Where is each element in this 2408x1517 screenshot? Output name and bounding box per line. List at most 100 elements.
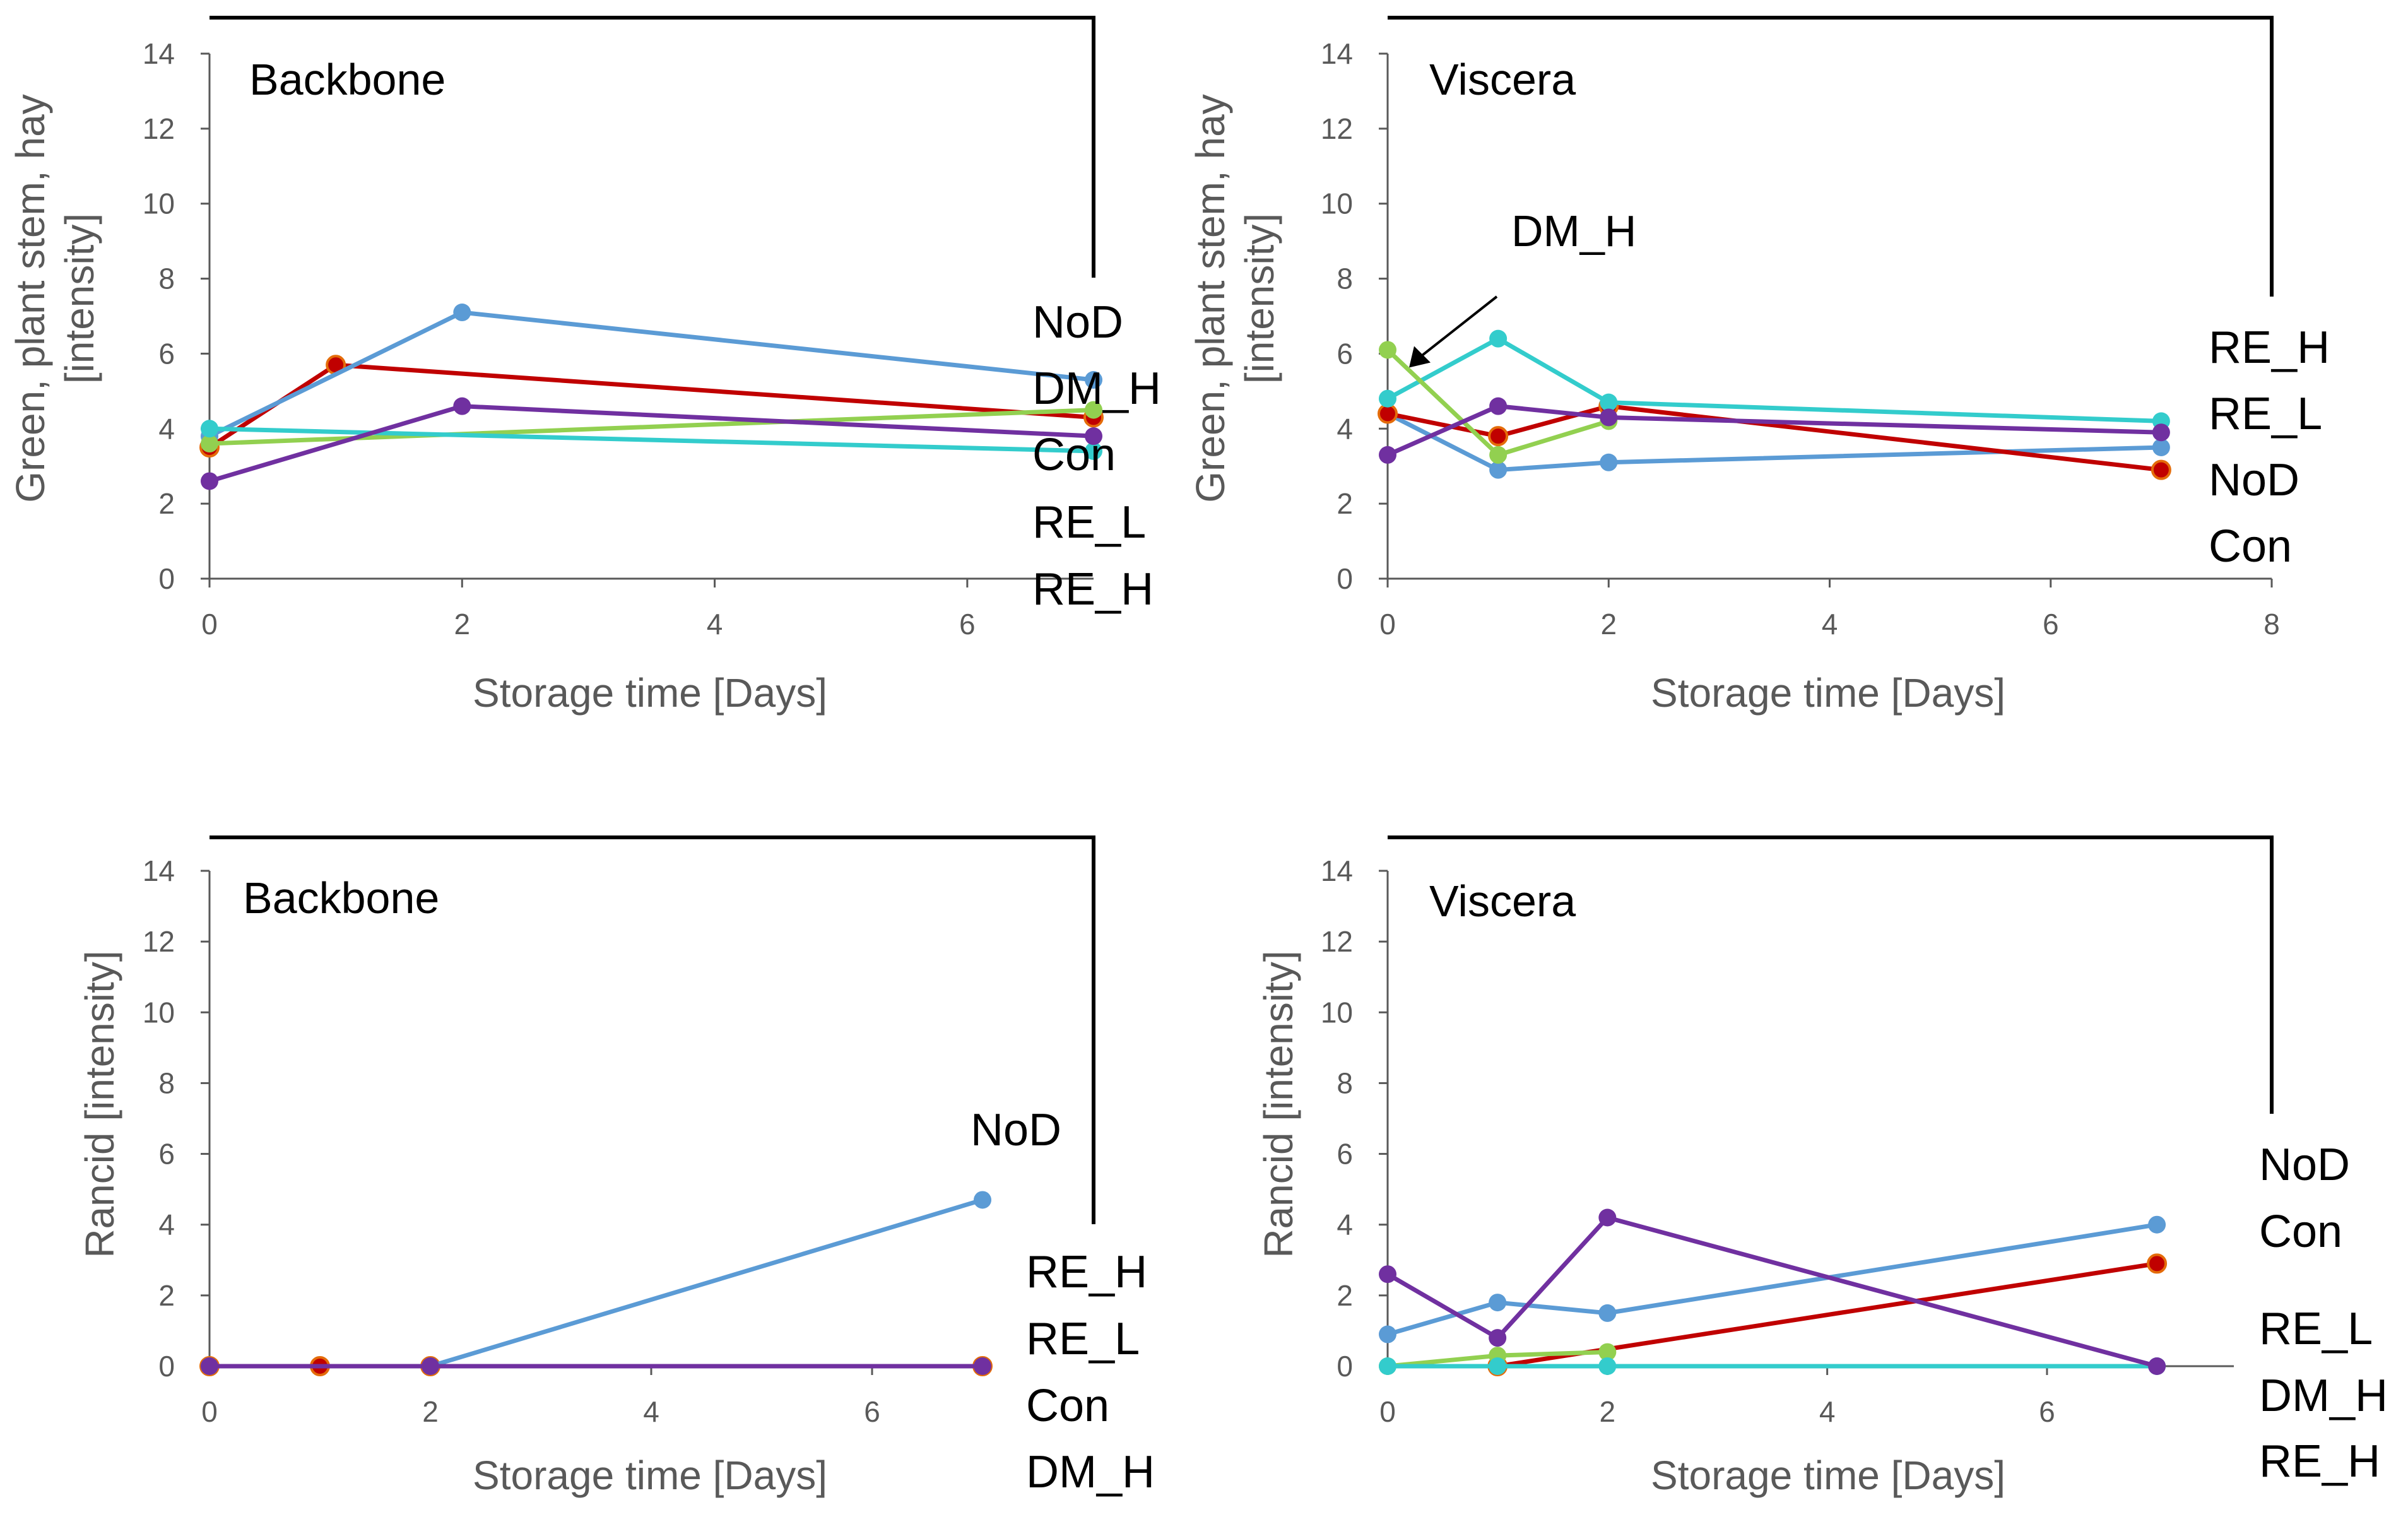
data-point (1085, 442, 1102, 460)
x-tick-label: 8 (2263, 608, 2280, 640)
data-point (1379, 389, 1396, 408)
data-point (2148, 1215, 2166, 1234)
y-tick-label: 12 (143, 925, 175, 958)
y-axis-title: Green, plant stem, hay[intensity] (1188, 94, 1282, 502)
data-point (1598, 1357, 1617, 1375)
y-tick-label: 4 (158, 1208, 175, 1241)
x-tick-label: 0 (201, 1395, 218, 1428)
x-tick-label: 4 (643, 1395, 659, 1428)
series-RE_L (201, 420, 1102, 460)
data-point (1598, 1343, 1617, 1361)
data-point (2151, 459, 2171, 480)
data-point (1489, 397, 1508, 415)
annotation-arrow-head (1409, 346, 1431, 368)
x-tick-label: 0 (1379, 1395, 1396, 1428)
y-tick-label: 4 (158, 412, 175, 445)
frame-line (1388, 835, 2274, 1114)
series-line (209, 404, 1094, 483)
y-tick-label: 2 (1337, 1279, 1353, 1312)
legend-label: NoD (2209, 455, 2299, 505)
data-point (201, 472, 218, 490)
y-tick-label: 0 (158, 1350, 175, 1383)
series-RE_H (1379, 1208, 2166, 1375)
y-axis-title: Rancid [intensity] (1256, 950, 1301, 1258)
data-point (201, 420, 218, 438)
panel-title: Backbone (243, 873, 439, 923)
annotation-label: DM_H (1511, 206, 1636, 256)
y-tick-label: 10 (1321, 996, 1353, 1029)
data-point (2152, 423, 2170, 442)
y-tick-label: 4 (1337, 412, 1353, 445)
data-point (1600, 393, 1618, 411)
y-tick-label: 8 (1337, 263, 1353, 295)
data-point (453, 304, 471, 322)
data-point (2148, 1357, 2166, 1375)
data-point (1600, 408, 1618, 427)
y-tick-label: 8 (1337, 1066, 1353, 1099)
data-point (422, 1357, 439, 1375)
data-point (1489, 461, 1508, 479)
legend-label: Con (2209, 521, 2292, 572)
x-axis-title: Storage time [Days] (473, 670, 827, 716)
legend-label: DM_H (1032, 363, 1161, 414)
y-tick-label: 6 (158, 337, 175, 370)
y-axis-title-line: Green, plant stem, hay (1188, 94, 1233, 502)
y-axis-title: Green, plant stem, hay[intensity] (8, 94, 102, 502)
x-tick-label: 6 (2043, 608, 2059, 640)
y-tick-label: 12 (1321, 925, 1353, 958)
x-tick-label: 2 (1600, 608, 1617, 640)
data-point (974, 1191, 991, 1209)
y-tick-label: 10 (1321, 187, 1353, 220)
x-tick-label: 6 (864, 1395, 880, 1428)
legend-label: RE_H (1026, 1247, 1147, 1297)
data-point (1600, 453, 1618, 471)
y-tick-label: 0 (1337, 562, 1353, 595)
series-RE_H (201, 1357, 991, 1375)
y-tick-label: 6 (1337, 1138, 1353, 1171)
legend-label: RE_L (2259, 1304, 2373, 1354)
y-tick-label: 6 (1337, 337, 1353, 370)
x-tick-label: 4 (1822, 608, 1838, 640)
data-point (1489, 446, 1508, 464)
data-point (1379, 1265, 1396, 1284)
data-point (2147, 1253, 2168, 1274)
y-tick-label: 2 (1337, 487, 1353, 520)
series-DM_H (1487, 1253, 2168, 1376)
y-tick-label: 10 (143, 996, 175, 1029)
x-tick-label: 2 (1600, 1395, 1616, 1428)
y-tick-label: 8 (158, 263, 175, 295)
legend-label: NoD (971, 1105, 1061, 1155)
data-point (1598, 1208, 1617, 1227)
y-tick-label: 4 (1337, 1208, 1353, 1241)
legend-label: DM_H (2259, 1371, 2388, 1421)
annotation-arrow-line (1417, 295, 1498, 360)
y-tick-label: 2 (158, 487, 175, 520)
y-tick-label: 14 (1321, 854, 1353, 887)
x-axis-title: Storage time [Days] (473, 1453, 827, 1498)
data-point (201, 435, 218, 453)
frame-line (210, 16, 1095, 278)
y-axis-title: Rancid [intensity] (77, 950, 122, 1258)
series-line (208, 310, 1094, 439)
y-tick-label: 0 (1337, 1350, 1353, 1383)
data-point (1379, 446, 1396, 464)
x-tick-label: 6 (2039, 1395, 2055, 1428)
data-point (1085, 371, 1102, 389)
series-NoD (201, 304, 1102, 446)
series-line (210, 1198, 984, 1369)
panel-title: Viscera (1429, 877, 1576, 926)
series-line (209, 426, 1094, 454)
legend-label: RE_L (2209, 389, 2322, 439)
chart-panel-3: 0 2 4 6 8 10 12 14 0 2 4 6 Storage time [Days] Rancid… (77, 835, 1155, 1498)
x-tick-label: 4 (707, 608, 723, 640)
y-tick-label: 14 (1321, 37, 1353, 70)
data-point (1379, 1325, 1396, 1343)
series-line (208, 362, 1094, 449)
series-RE_H (201, 397, 1102, 490)
legend-label: NoD (1032, 297, 1123, 348)
legend-label: RE_H (2209, 322, 2330, 373)
y-tick-label: 12 (1321, 112, 1353, 145)
legend-label: Con (1026, 1381, 1109, 1431)
data-point (1489, 1294, 1507, 1312)
